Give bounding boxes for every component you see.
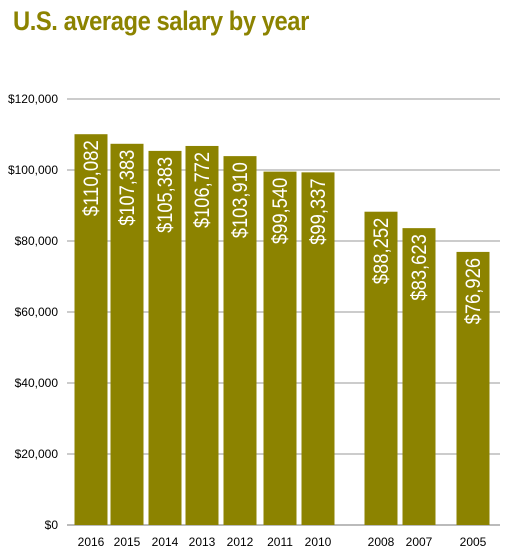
bar [364,211,398,526]
x-tick-label: 2013 [189,535,216,549]
value-label: $107,383 [116,150,139,226]
y-tick-label: $60,000 [15,305,59,319]
y-tick-label: $0 [45,518,59,532]
bar [74,134,108,525]
value-label: $106,772 [191,152,214,228]
y-tick-label: $120,000 [8,92,58,106]
value-label: $88,252 [370,218,393,284]
value-label: $99,540 [269,178,292,245]
value-labels: $110,082 $107,383 $105,383 $106,772 $103,910… [80,140,485,324]
y-axis-ticks: $0 $20,000 $40,000 $60,000 $80,000 $100,000 $1… [8,92,58,532]
x-tick-label: 2012 [227,535,254,549]
y-tick-label: $100,000 [8,163,58,177]
x-tick-label: 2016 [78,535,105,549]
bar [263,171,297,525]
bar [185,145,219,525]
bar [110,143,144,525]
x-axis-ticks: 2016 2015 2014 2013 2012 2011 2010 2008 2007 2005 [78,535,487,549]
value-label: $103,910 [229,162,252,238]
value-label: $110,082 [80,140,103,216]
bars [74,134,490,526]
chart-title: U.S. average salary by year [13,6,309,36]
x-tick-label: 2011 [267,535,293,549]
x-tick-label: 2014 [152,535,179,549]
x-tick-label: 2007 [406,535,433,549]
x-tick-label: 2005 [460,535,487,549]
x-tick-label: 2015 [114,535,141,549]
value-label: $76,926 [462,258,485,325]
value-label: $83,623 [408,234,431,301]
x-tick-label: 2010 [305,535,332,549]
y-tick-label: $40,000 [15,376,59,390]
value-label: $105,383 [154,157,177,233]
bar [402,228,436,525]
bar [223,156,257,525]
bar [456,251,490,525]
y-tick-label: $80,000 [15,234,59,248]
x-tick-label: 2008 [368,535,395,549]
bar [148,150,182,525]
bar [301,172,335,526]
y-tick-label: $20,000 [15,447,59,461]
value-label: $99,337 [307,178,330,245]
